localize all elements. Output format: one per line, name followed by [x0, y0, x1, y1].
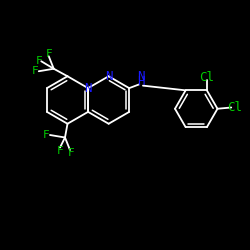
- Text: F: F: [68, 148, 75, 158]
- Text: F: F: [32, 66, 38, 76]
- Text: N: N: [84, 82, 92, 94]
- Text: Cl: Cl: [200, 71, 214, 84]
- Text: Cl: Cl: [228, 101, 242, 114]
- Text: F: F: [57, 146, 64, 156]
- Text: N: N: [105, 70, 112, 83]
- Text: F: F: [43, 130, 50, 140]
- Text: F: F: [46, 49, 52, 59]
- Text: H: H: [137, 76, 144, 88]
- Text: F: F: [36, 56, 42, 66]
- Text: N: N: [137, 70, 144, 82]
